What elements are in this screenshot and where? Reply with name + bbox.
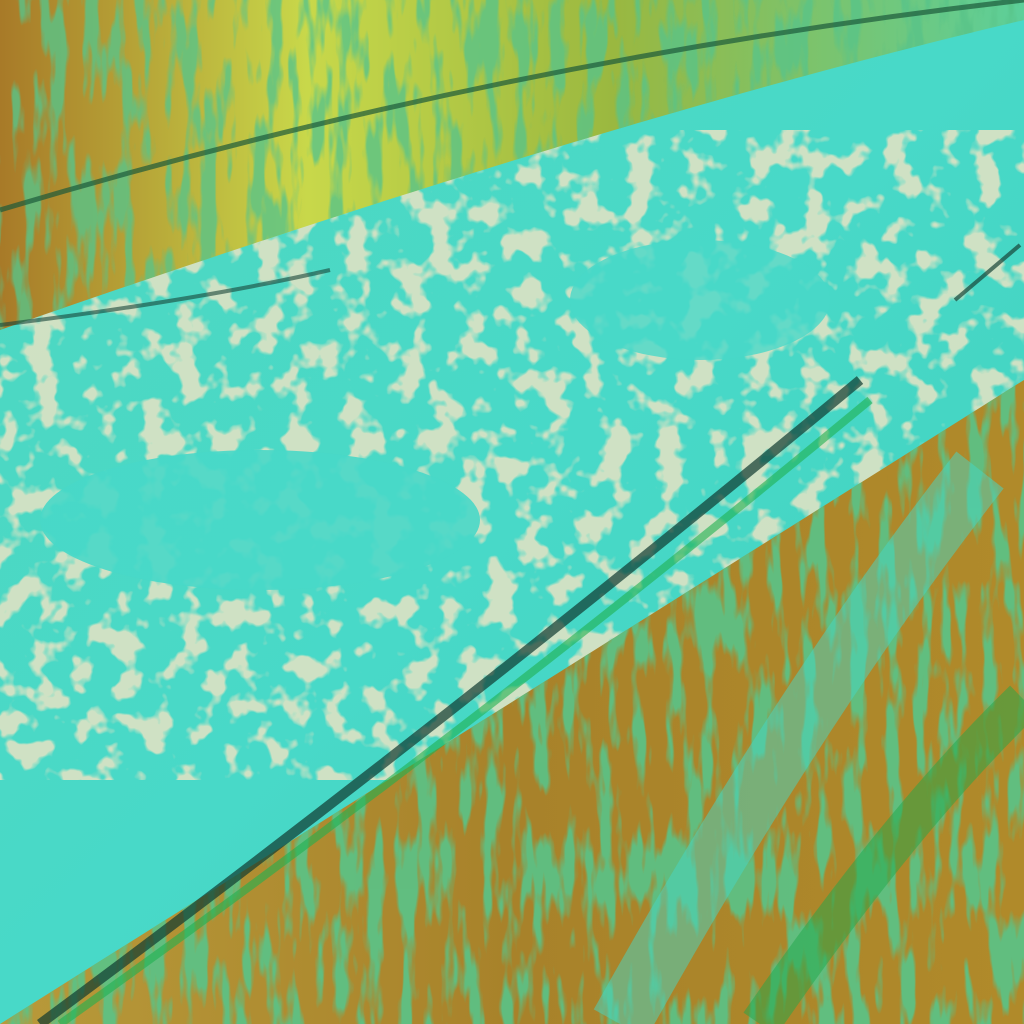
green-edge bbox=[57, 396, 873, 1024]
dark-ridge-line bbox=[0, 268, 331, 327]
clear-cloud-region bbox=[40, 450, 480, 590]
dark-ridge-line bbox=[953, 243, 1022, 302]
dark-shadow-edge bbox=[37, 376, 864, 1024]
clear-cloud-region bbox=[570, 240, 830, 360]
